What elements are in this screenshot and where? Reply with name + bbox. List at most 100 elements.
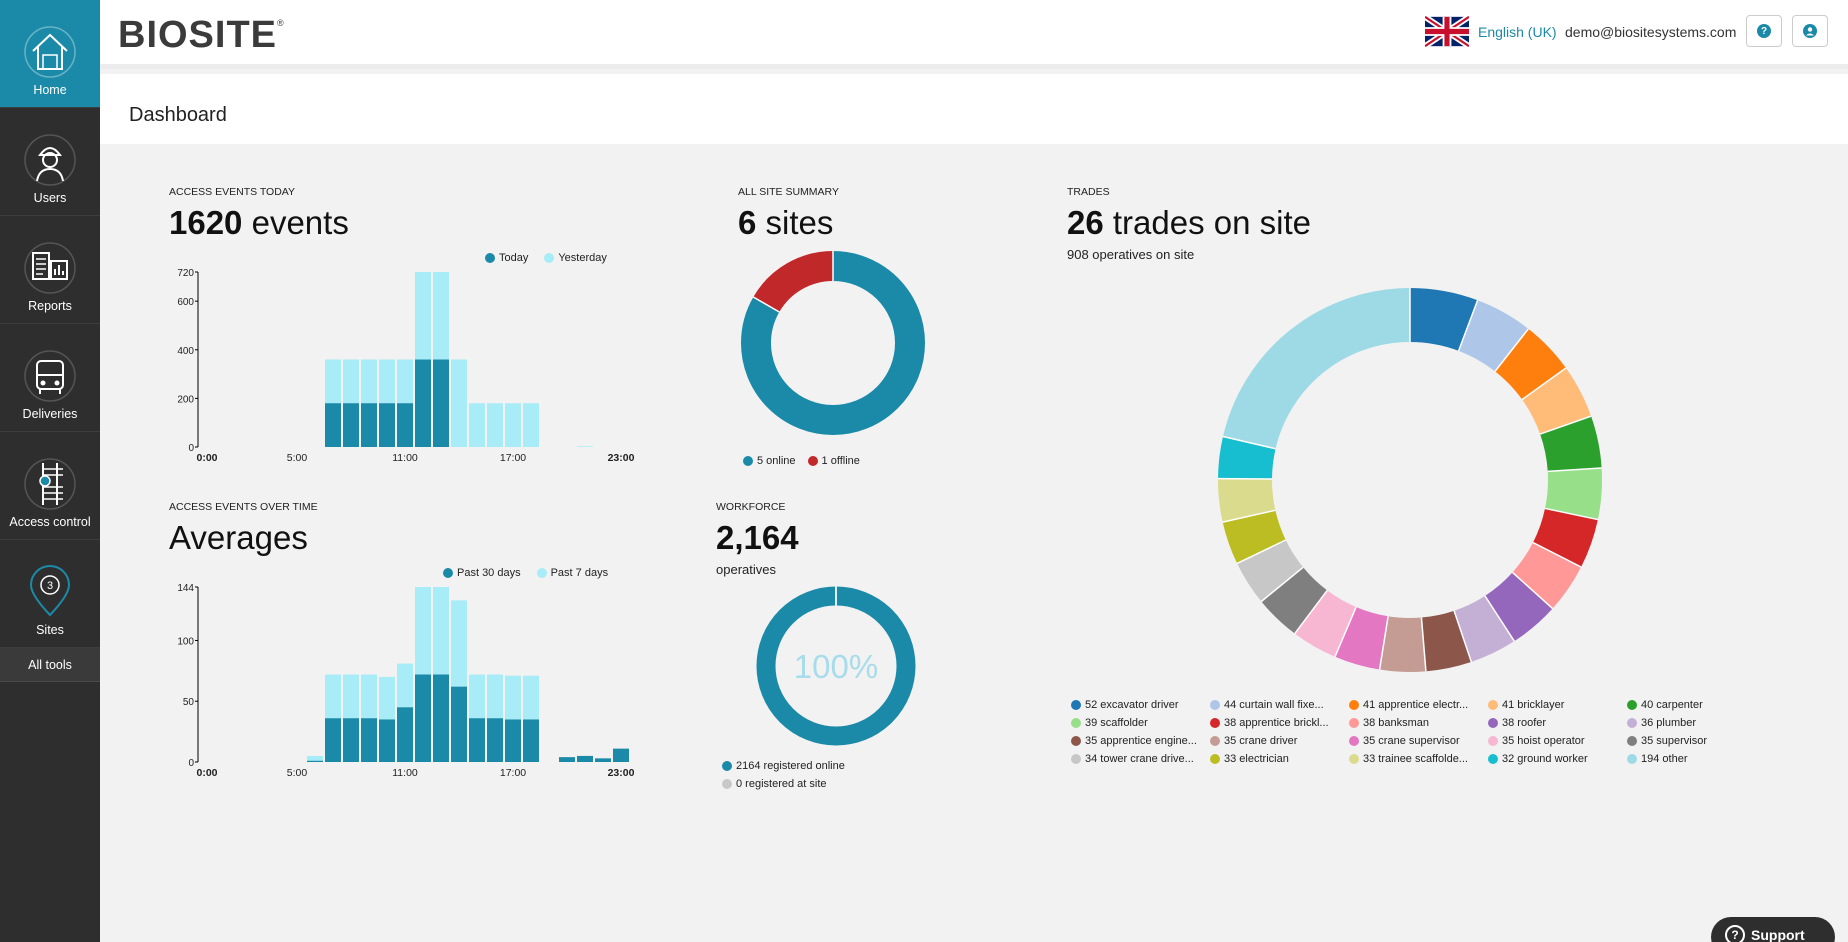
bar <box>487 718 503 762</box>
uk-flag-icon[interactable] <box>1425 16 1469 47</box>
access-over-time-title: Averages <box>169 519 308 556</box>
bar <box>613 748 629 762</box>
legend-swatch <box>1071 753 1081 764</box>
bar <box>451 359 467 447</box>
support-button[interactable]: ? Support <box>1711 917 1835 942</box>
site-summary-legend: 5 online 1 offline <box>743 455 860 467</box>
slice-separator <box>1539 415 1592 435</box>
trade-legend-item: 33 electrician <box>1210 751 1349 766</box>
legend-label: 38 roofer <box>1502 716 1547 729</box>
trade-legend-item: 38 apprentice brickl... <box>1210 715 1349 730</box>
slice-separator <box>1420 617 1427 672</box>
topbar: BIOSITE® English (UK) demo@biositesystem… <box>100 0 1848 69</box>
bar <box>379 403 395 447</box>
workforce-percent: 100% <box>794 648 878 685</box>
legend-swatch <box>1210 753 1220 764</box>
trade-legend-item: 33 trainee scaffolde... <box>1349 751 1488 766</box>
legend-label: 35 crane driver <box>1224 734 1298 747</box>
bar <box>505 403 521 447</box>
access-today-subtitle: ACCESS EVENTS TODAY <box>169 186 296 198</box>
legend-swatch <box>1210 699 1220 710</box>
bar <box>343 718 359 762</box>
legend-swatch <box>1488 735 1498 746</box>
slice-separator <box>1532 541 1582 568</box>
legend-label: 35 hoist operator <box>1502 734 1585 747</box>
bar <box>577 446 593 447</box>
legend-swatch <box>1627 717 1637 728</box>
slice-separator <box>1294 589 1328 635</box>
y-tick-label: 144 <box>177 583 194 594</box>
bar <box>451 686 467 762</box>
slice-separator <box>1512 571 1554 610</box>
bar <box>469 403 485 447</box>
sidebar-item-label: Access control <box>9 515 91 529</box>
all-tools-link[interactable]: All tools <box>0 648 100 682</box>
slice-separator <box>1494 328 1529 372</box>
legend-label: 35 crane supervisor <box>1363 734 1460 747</box>
slice-separator <box>1484 595 1515 642</box>
sidebar-item-label: Home <box>33 83 67 97</box>
sidebar-item-label: Deliveries <box>22 407 78 421</box>
sidebar-item-deliveries[interactable]: Deliveries <box>0 324 100 432</box>
worker-icon <box>24 134 76 186</box>
site-summary-donut <box>741 251 925 435</box>
legend-swatch <box>1627 699 1637 710</box>
access-today-legend: Today Yesterday <box>485 252 607 264</box>
y-tick-label: 100 <box>177 636 194 647</box>
sidebar-item-reports[interactable]: Reports <box>0 216 100 324</box>
help-button[interactable]: ? <box>1746 15 1782 47</box>
access-over-time-legend: Past 30 days Past 7 days <box>443 567 608 579</box>
workforce-donut: 100% <box>756 586 916 746</box>
legend-swatch <box>1349 735 1359 746</box>
trade-legend-item: 35 crane driver <box>1210 733 1349 748</box>
x-tick-label: 17:00 <box>500 452 526 464</box>
x-tick-label: 0:00 <box>196 452 217 464</box>
delivery-truck-icon <box>24 350 76 402</box>
trade-slice <box>1218 288 1602 672</box>
access-today-chart: 0 200 400 600 720 0:00 5:00 11:00 17:00 23:00 <box>177 268 634 464</box>
trade-legend-item: 194 other <box>1627 751 1766 766</box>
slice-separator <box>1334 606 1357 658</box>
x-tick-label: 11:00 <box>392 767 418 779</box>
page-title: Dashboard <box>129 104 227 126</box>
trade-legend-item: 52 excavator driver <box>1071 697 1210 712</box>
sidebar-item-sites[interactable]: 3 Sites <box>0 540 100 648</box>
y-tick-label: 720 <box>177 268 194 279</box>
language-selector[interactable]: English (UK) <box>1478 24 1557 40</box>
slice-separator <box>1544 507 1599 521</box>
legend-label: 41 bricklayer <box>1502 698 1565 711</box>
trades-donut <box>1217 288 1602 672</box>
account-button[interactable] <box>1792 15 1828 47</box>
legend-swatch <box>1488 717 1498 728</box>
sidebar-item-access-control[interactable]: Access control <box>0 432 100 540</box>
workforce-unit: operatives <box>716 562 776 577</box>
trade-legend-item: 41 apprentice electr... <box>1349 697 1488 712</box>
x-tick-label: 0:00 <box>196 767 217 779</box>
reports-icon <box>24 242 76 294</box>
legend-swatch <box>1627 735 1637 746</box>
y-tick-label: 400 <box>177 346 194 357</box>
legend-label: 40 carpenter <box>1641 698 1703 711</box>
bar <box>397 403 413 447</box>
sidebar-item-users[interactable]: Users <box>0 108 100 216</box>
bar <box>343 403 359 447</box>
legend-swatch <box>1210 735 1220 746</box>
trade-legend-item: 32 ground worker <box>1488 751 1627 766</box>
biosite-logo[interactable]: BIOSITE® <box>118 14 285 56</box>
slice-separator <box>1236 539 1287 565</box>
legend-label: 38 apprentice brickl... <box>1224 716 1329 729</box>
legend-label: 35 supervisor <box>1641 734 1708 747</box>
turnstile-icon <box>24 458 76 510</box>
slice-separator <box>1222 435 1276 450</box>
question-icon: ? <box>1757 24 1771 38</box>
slice-separator <box>1222 509 1276 523</box>
trade-slice <box>1218 288 1602 672</box>
slice-separator <box>752 296 780 313</box>
page-header: Dashboard <box>100 74 1848 144</box>
legend-label: 38 banksman <box>1363 716 1430 729</box>
legend-label: 33 electrician <box>1224 752 1289 765</box>
trades-count: 26 trades on site <box>1067 204 1312 241</box>
slice-separator <box>1260 566 1304 603</box>
sidebar-item-home[interactable]: Home <box>0 0 100 108</box>
trade-legend-item: 41 bricklayer <box>1488 697 1627 712</box>
